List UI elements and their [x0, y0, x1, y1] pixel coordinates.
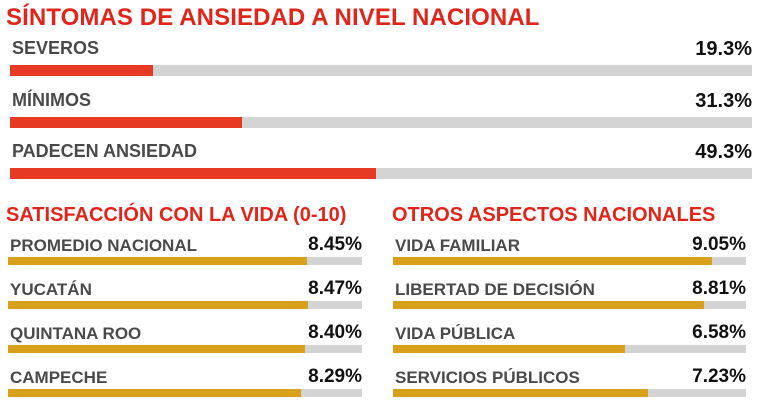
bar-value-label: 8.40% [308, 322, 362, 343]
bar-value-label: 9.05% [692, 234, 746, 255]
bar-track [393, 301, 746, 309]
bar-label: VIDA PÚBLICA [395, 324, 516, 343]
bar-track [10, 117, 752, 128]
anxiety-chart-title: SÍNTOMAS DE ANSIEDAD A NIVEL NACIONAL [6, 4, 540, 31]
bar-value-label: 8.29% [308, 366, 362, 387]
other-aspects-chart-title: OTROS ASPECTOS NACIONALES [392, 204, 716, 226]
bar-track [8, 345, 362, 353]
other-aspects-bar [393, 389, 649, 397]
bar-label: SERVICIOS PÚBLICOS [395, 368, 580, 387]
satisfaction-bar [8, 389, 302, 397]
bar-value-label: 31.3% [695, 90, 752, 112]
bar-label: PROMEDIO NACIONAL [10, 236, 197, 255]
bar-label: LIBERTAD DE DECISIÓN [395, 280, 595, 299]
anxiety-bar [10, 168, 376, 179]
bar-track [393, 345, 746, 353]
other-aspects-bar-row: SERVICIOS PÚBLICOS 7.23% [393, 367, 746, 401]
bar-track [10, 65, 752, 76]
bar-track [393, 389, 746, 397]
satisfaction-bar [8, 257, 308, 265]
bar-value-label: 6.58% [692, 322, 746, 343]
other-aspects-bar-row: LIBERTAD DE DECISIÓN 8.81% [393, 279, 746, 313]
bar-label: CAMPECHE [10, 368, 108, 387]
anxiety-bar-row: PADECEN ANSIEDAD 49.3% [10, 140, 752, 180]
bar-value-label: 8.81% [692, 278, 746, 299]
other-aspects-bar-row: VIDA PÚBLICA 6.58% [393, 323, 746, 357]
bar-label: QUINTANA ROO [10, 324, 142, 343]
other-aspects-bar [393, 345, 626, 353]
bar-label: MÍNIMOS [12, 90, 91, 110]
satisfaction-bar-row: QUINTANA ROO 8.40% [8, 323, 362, 357]
bar-value-label: 49.3% [695, 141, 752, 163]
bar-value-label: 8.45% [308, 234, 362, 255]
anxiety-bar-row: MÍNIMOS 31.3% [10, 89, 752, 129]
other-aspects-bar [393, 257, 713, 265]
anxiety-bar [10, 65, 154, 76]
bar-label: PADECEN ANSIEDAD [12, 141, 198, 161]
bar-track [393, 257, 746, 265]
satisfaction-chart-title: SATISFACCIÓN CON LA VIDA (0-10) [6, 204, 347, 226]
satisfaction-bar-row: YUCATÁN 8.47% [8, 279, 362, 313]
anxiety-bar-row: SEVEROS 19.3% [10, 37, 752, 77]
bar-track [8, 257, 362, 265]
other-aspects-bar [393, 301, 704, 309]
satisfaction-bar-row: PROMEDIO NACIONAL 8.45% [8, 235, 362, 269]
satisfaction-bar [8, 345, 306, 353]
bar-value-label: 19.3% [695, 38, 752, 60]
bar-label: SEVEROS [12, 38, 100, 58]
bar-label: VIDA FAMILIAR [395, 236, 520, 255]
bar-label: YUCATÁN [10, 280, 92, 299]
satisfaction-bar [8, 301, 308, 309]
anxiety-bar [10, 117, 243, 128]
bar-track [8, 389, 362, 397]
bar-value-label: 7.23% [692, 366, 746, 387]
other-aspects-bar-row: VIDA FAMILIAR 9.05% [393, 235, 746, 269]
satisfaction-bar-row: CAMPECHE 8.29% [8, 367, 362, 401]
bar-value-label: 8.47% [308, 278, 362, 299]
bar-track [10, 168, 752, 179]
bar-track [8, 301, 362, 309]
